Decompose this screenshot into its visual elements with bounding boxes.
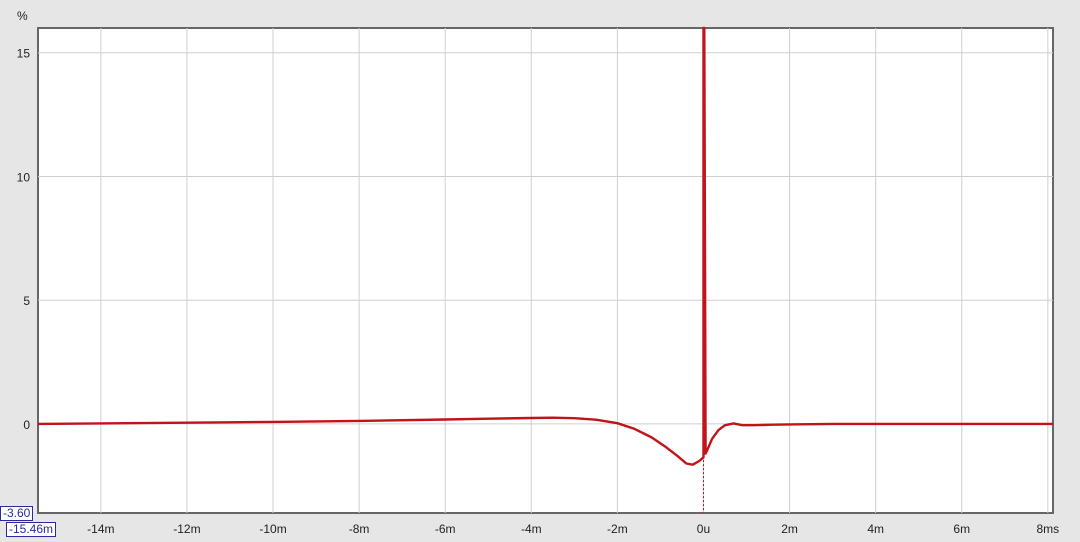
x-tick-label: -4m — [521, 522, 542, 536]
x-tick-label: -14m — [87, 522, 114, 536]
x-tick-label: 8ms — [1036, 522, 1059, 536]
cursor-x-readout: -15.46m — [6, 522, 57, 537]
x-tick-label: 2m — [781, 522, 798, 536]
y-tick-label: 5 — [23, 294, 30, 308]
y-tick-label: 10 — [17, 170, 31, 184]
y-tick-label: 0 — [23, 418, 30, 432]
x-tick-label: 4m — [867, 522, 884, 536]
x-tick-label: -6m — [435, 522, 456, 536]
x-tick-label: -12m — [173, 522, 200, 536]
x-tick-label: -10m — [259, 522, 286, 536]
plot-area — [37, 27, 1054, 514]
x-tick-label: -8m — [349, 522, 370, 536]
x-tick-label: -2m — [607, 522, 628, 536]
impulse-series-line — [37, 26, 1053, 466]
x-tick-label: 0u — [697, 522, 710, 536]
x-tick-label: 6m — [953, 522, 970, 536]
y-tick-label: 15 — [17, 47, 31, 61]
y-axis-unit: % — [17, 9, 28, 23]
cursor-y-readout: -3.60 — [0, 506, 34, 521]
